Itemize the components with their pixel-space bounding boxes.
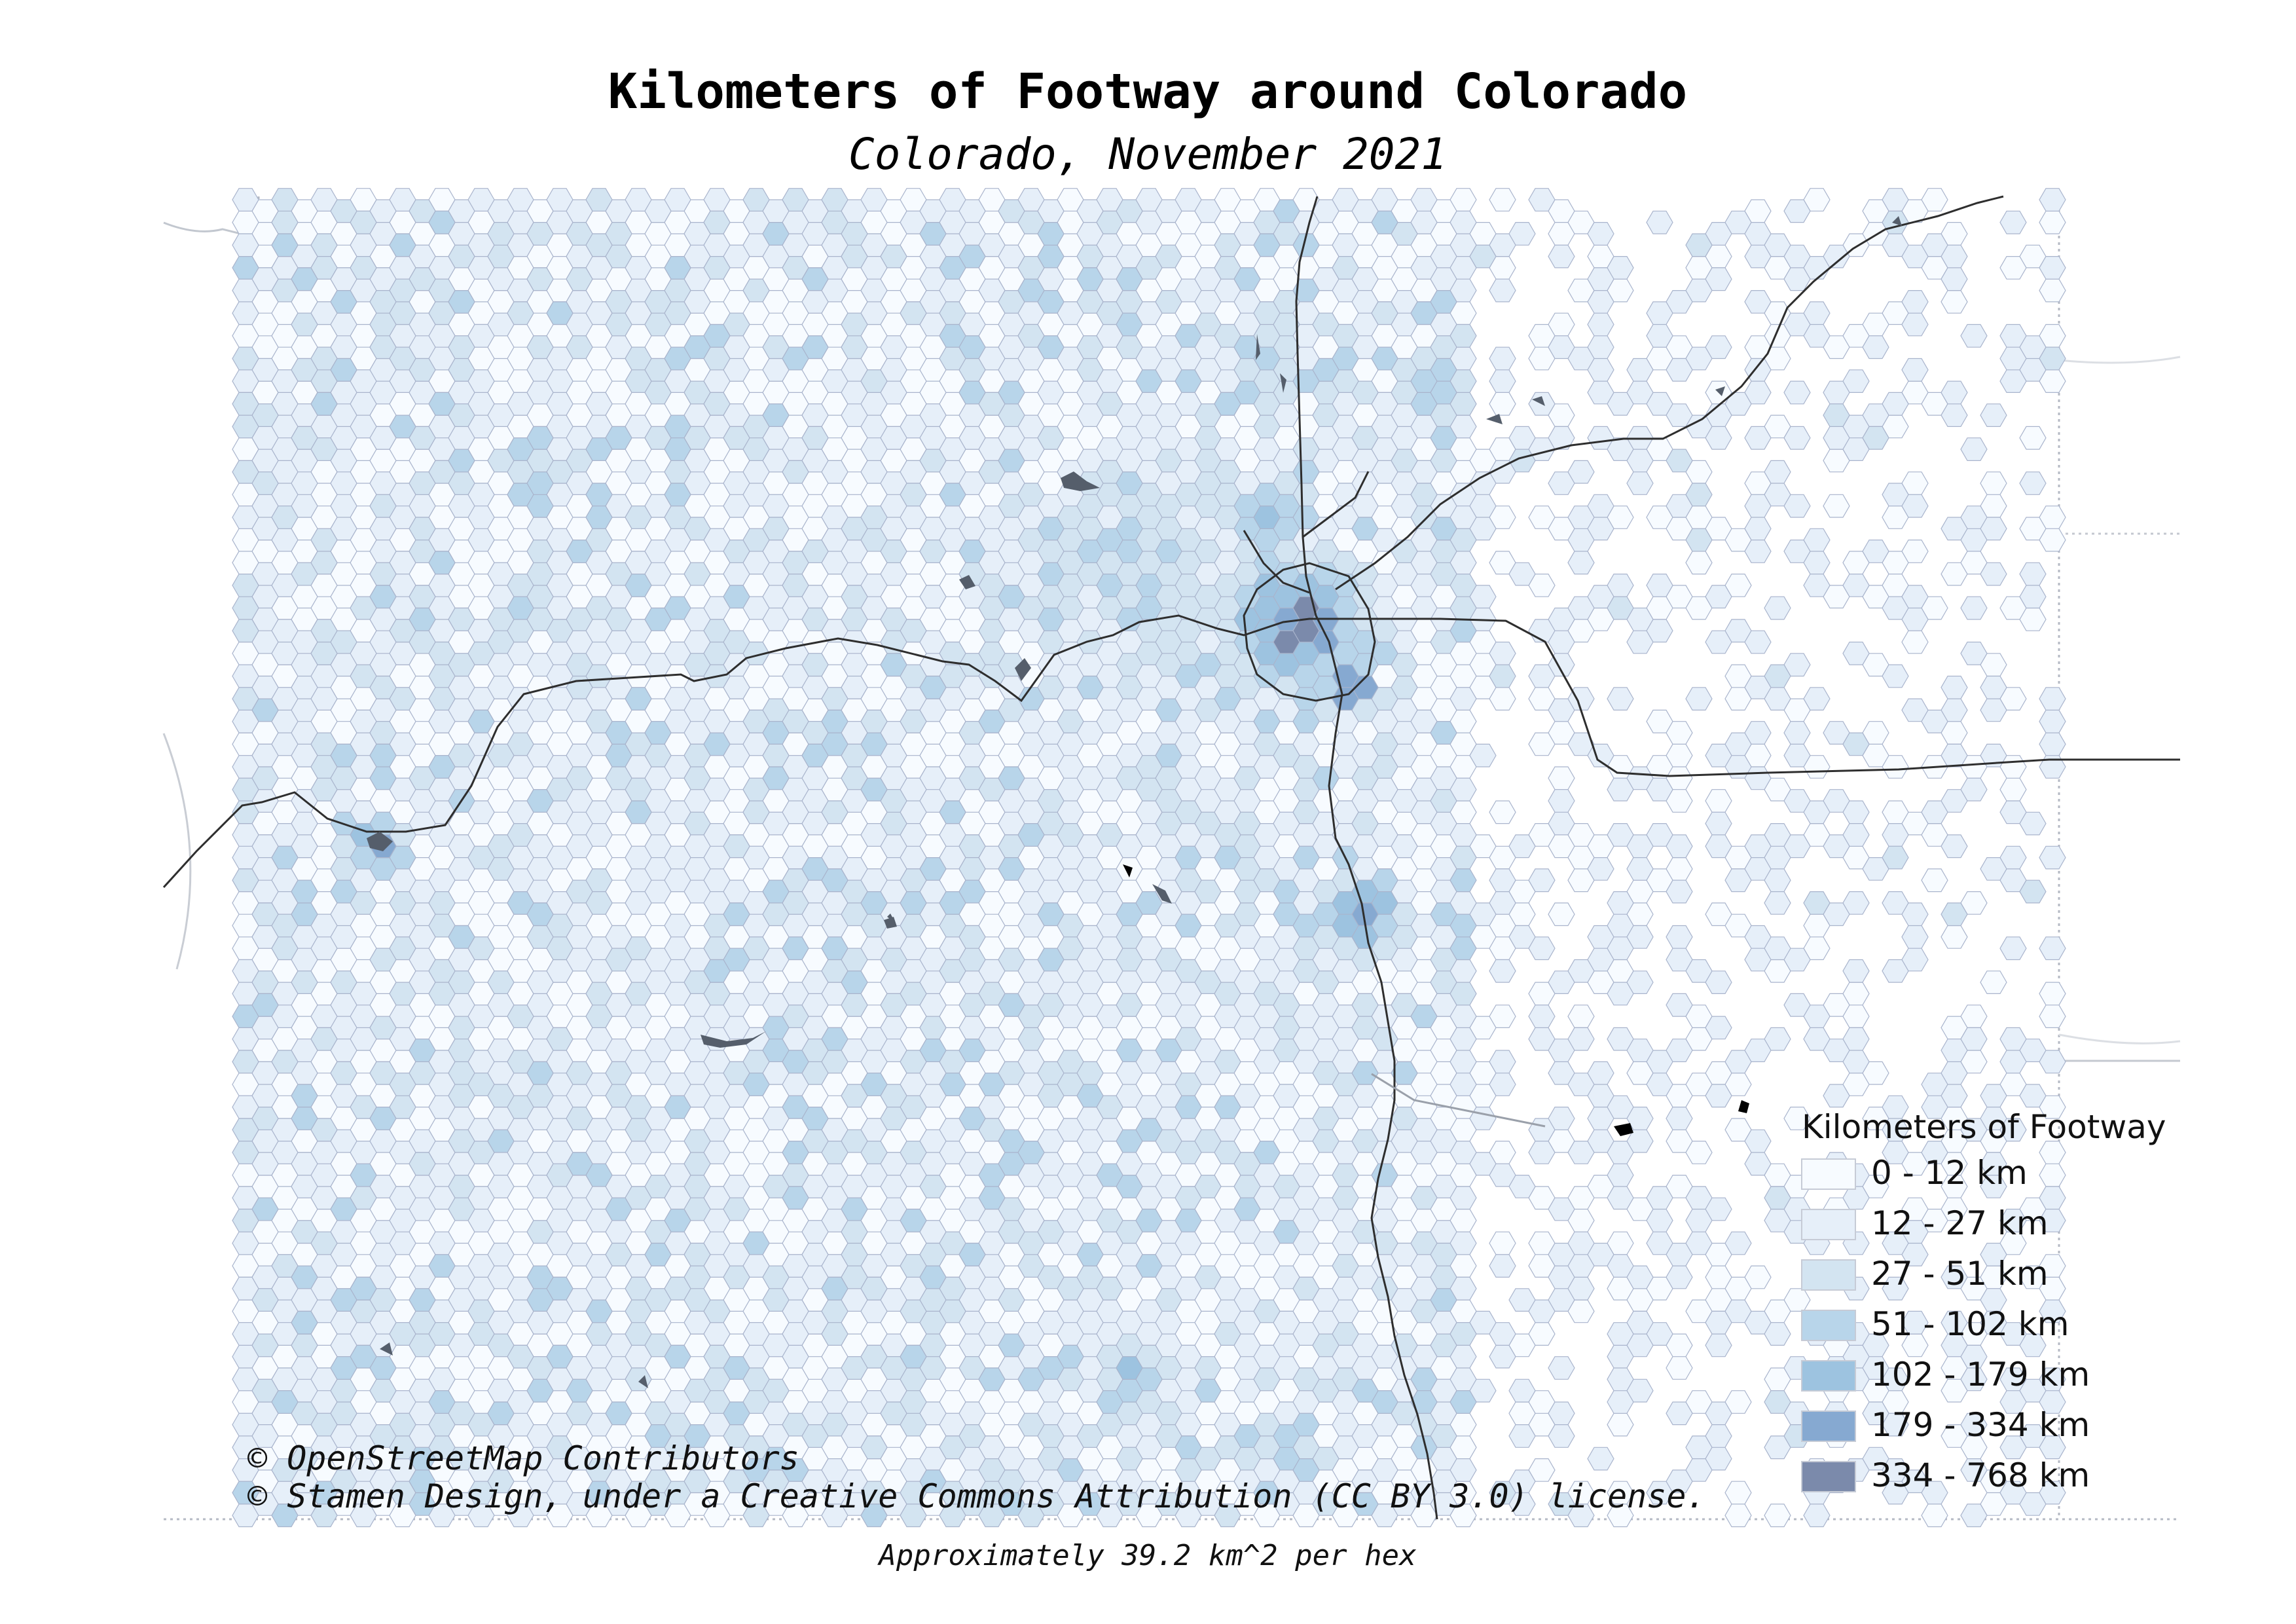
- legend-label: 102 - 179 km: [1871, 1356, 2090, 1393]
- map-area: [162, 188, 2181, 1528]
- legend-label: 51 - 102 km: [1871, 1305, 2069, 1343]
- highway-metro-loop: [1243, 562, 1376, 702]
- reservoir: [1280, 373, 1286, 393]
- reservoir: [1532, 396, 1545, 406]
- reservoir: [959, 575, 975, 589]
- reservoir: [1061, 471, 1100, 491]
- legend-label: 179 - 334 km: [1871, 1406, 2090, 1444]
- highway-i76: [1335, 195, 2004, 591]
- legend: Kilometers of Footway 0 - 12 km 12 - 27 k…: [1801, 1108, 2166, 1494]
- legend-swatch: [1801, 1259, 1856, 1291]
- map-title: Kilometers of Footway around Colorado: [608, 64, 1687, 120]
- reservoir: [1152, 884, 1172, 904]
- legend-swatch: [1801, 1411, 1856, 1442]
- attribution-stamen: © Stamen Design, under a Creative Common…: [247, 1477, 1706, 1515]
- reservoir: [1486, 414, 1503, 424]
- legend-label: 334 - 768 km: [1871, 1456, 2090, 1494]
- hex-cells-class-6: [1273, 596, 1320, 654]
- hex-grid: [232, 188, 2066, 1528]
- legend-title: Kilometers of Footway: [1802, 1108, 2166, 1146]
- highway-us36: [1243, 530, 1310, 594]
- legend-label: 12 - 27 km: [1871, 1204, 2049, 1242]
- legend-swatch: [1801, 1209, 1856, 1240]
- legend-label: 0 - 12 km: [1871, 1154, 2028, 1192]
- legend-swatch: [1801, 1310, 1856, 1341]
- reservoir: [638, 1375, 648, 1388]
- highway-us85: [1302, 471, 1370, 538]
- reservoir: [1015, 658, 1031, 681]
- map-subtitle: Colorado, November 2021: [848, 129, 1447, 179]
- reservoir: [887, 913, 896, 923]
- reservoir: [1123, 864, 1133, 877]
- legend-swatch: [1801, 1461, 1856, 1492]
- highway-i70: [162, 614, 2180, 889]
- attribution-osm: © OpenStreetMap Contributors: [247, 1439, 799, 1477]
- reservoir: [367, 832, 393, 851]
- reservoir: [701, 1031, 766, 1048]
- reservoir: [1614, 1123, 1633, 1136]
- legend-swatch: [1801, 1158, 1856, 1190]
- highway-i25: [1295, 196, 1438, 1520]
- reservoir: [1738, 1100, 1749, 1113]
- legend-swatch: [1801, 1360, 1856, 1392]
- reservoir: [1892, 216, 1902, 226]
- water-bodies: [367, 216, 1902, 1388]
- hex-area-note: Approximately 39.2 km^2 per hex: [877, 1539, 1416, 1572]
- legend-label: 27 - 51 km: [1871, 1255, 2049, 1293]
- highways: [162, 195, 2180, 1520]
- reservoir: [380, 1342, 393, 1356]
- reservoir: [1256, 334, 1260, 360]
- highway-us50: [1371, 1073, 1546, 1128]
- reservoir: [1715, 386, 1725, 396]
